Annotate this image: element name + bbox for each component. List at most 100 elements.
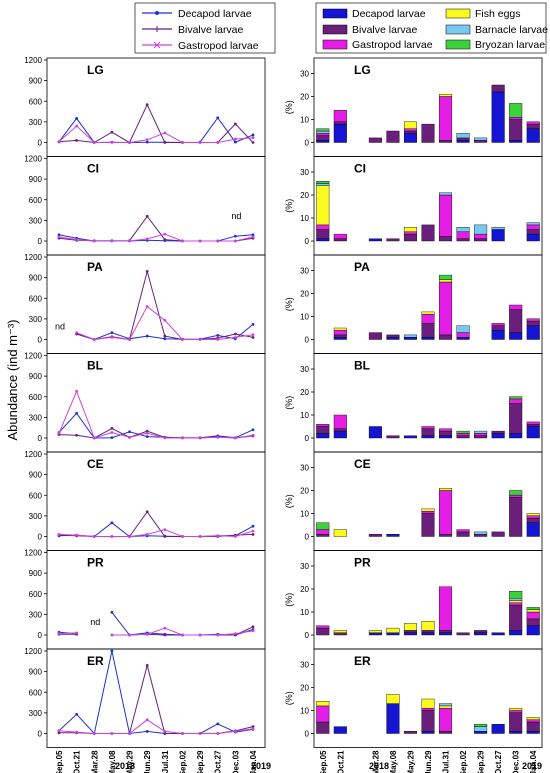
site-label: ER bbox=[87, 654, 104, 668]
data-point bbox=[233, 436, 237, 440]
data-point bbox=[251, 625, 255, 629]
bar-segment bbox=[403, 226, 417, 232]
data-point bbox=[128, 435, 131, 439]
data-point bbox=[57, 632, 61, 636]
data-point bbox=[57, 235, 61, 239]
pct-axis-label: (%) bbox=[284, 691, 294, 705]
bar-segment bbox=[403, 233, 417, 242]
data-point bbox=[233, 122, 237, 126]
bar-segment bbox=[333, 233, 347, 239]
bar-segment bbox=[403, 630, 417, 633]
bar-segment bbox=[333, 327, 347, 331]
data-point bbox=[75, 331, 79, 335]
data-point bbox=[110, 331, 114, 335]
bar-legend: Decapod larvae Bivalve larvae Gastropod … bbox=[315, 2, 548, 54]
data-point bbox=[110, 649, 114, 653]
pct-tick-label: 30 bbox=[300, 70, 309, 79]
legend-bivalve-line: Bivalve larvae bbox=[178, 24, 244, 36]
bar-segment bbox=[386, 238, 400, 242]
bar-segment bbox=[421, 435, 435, 439]
data-point bbox=[110, 336, 114, 339]
data-point bbox=[110, 436, 114, 440]
x-tick-label-left: Sep.05 bbox=[55, 750, 64, 773]
y-tick-label: 0 bbox=[38, 336, 43, 345]
x-tick-label-right: Mar.28 bbox=[371, 750, 380, 773]
data-point bbox=[75, 631, 79, 635]
series-line-gastropod-larvae bbox=[58, 389, 254, 439]
bar-segment bbox=[421, 311, 435, 315]
bar-segment bbox=[403, 731, 417, 734]
data-point bbox=[128, 732, 131, 735]
bar-segment bbox=[526, 128, 540, 143]
data-point bbox=[163, 626, 167, 630]
bar-segment bbox=[474, 724, 488, 727]
site-label: CI bbox=[354, 162, 366, 176]
bar-segment bbox=[526, 421, 540, 425]
pct-tick-label: 0 bbox=[305, 533, 310, 542]
bar-segment bbox=[421, 337, 435, 340]
data-point bbox=[57, 140, 61, 144]
bar-segment bbox=[386, 627, 400, 633]
bar-segment bbox=[333, 123, 347, 143]
x-tick-label-left: Sep.29 bbox=[196, 750, 205, 773]
data-point bbox=[163, 232, 167, 236]
data-point bbox=[75, 139, 79, 142]
pct-tick-label: 10 bbox=[300, 214, 309, 223]
x-tick-label-left: Mar.28 bbox=[90, 750, 99, 773]
data-point bbox=[92, 732, 96, 735]
bar-segment bbox=[439, 139, 453, 143]
bar-segment bbox=[509, 731, 523, 734]
bar-segment bbox=[491, 229, 505, 242]
data-point bbox=[251, 133, 255, 137]
data-point bbox=[251, 428, 255, 432]
data-point bbox=[145, 237, 149, 241]
bar-segment bbox=[509, 116, 523, 120]
bar-segment bbox=[509, 139, 523, 143]
bar-segment bbox=[509, 710, 523, 713]
bar-segment bbox=[333, 414, 347, 430]
y-tick-label: 300 bbox=[29, 709, 43, 718]
data-point bbox=[181, 633, 184, 637]
data-point bbox=[145, 429, 149, 433]
bar-segment bbox=[386, 694, 400, 704]
legend-decapod-line: Decapod larvae bbox=[178, 8, 252, 20]
site-label: BL bbox=[354, 359, 370, 373]
pct-axis-label: (%) bbox=[284, 593, 294, 607]
bar-segment bbox=[333, 238, 347, 242]
data-point bbox=[145, 510, 149, 514]
series-line-gastropod-larvae bbox=[58, 719, 254, 734]
x-tick-label-left: Jul.31 bbox=[161, 750, 170, 773]
pct-tick-label: 30 bbox=[300, 365, 309, 374]
bar-segment bbox=[439, 534, 453, 537]
bar-segment bbox=[368, 426, 382, 439]
bar-segment bbox=[456, 139, 470, 143]
pct-tick-label: 0 bbox=[305, 631, 310, 640]
bar-segment bbox=[491, 325, 505, 331]
data-point bbox=[233, 137, 237, 141]
y-tick-label: 600 bbox=[29, 688, 43, 697]
y-tick-label: 600 bbox=[29, 590, 43, 599]
data-point bbox=[92, 338, 96, 341]
bar-segment bbox=[509, 433, 523, 439]
data-point bbox=[145, 334, 149, 338]
x-tick-label-right: Oct.21 bbox=[336, 750, 345, 773]
bar-segment bbox=[333, 330, 347, 336]
x-tick-label-right: Sep.05 bbox=[319, 750, 328, 773]
bar-segment bbox=[474, 632, 488, 636]
bar-segment bbox=[316, 183, 330, 186]
pct-tick-label: 0 bbox=[305, 336, 310, 345]
data-point bbox=[75, 411, 79, 415]
data-point bbox=[110, 130, 114, 134]
bar-segment bbox=[474, 726, 488, 732]
pct-axis-label: (%) bbox=[284, 199, 294, 213]
bar-segment bbox=[316, 130, 330, 134]
data-point bbox=[145, 664, 149, 667]
pct-axis-label: (%) bbox=[284, 100, 294, 114]
bar-segment bbox=[439, 435, 453, 439]
line-legend: Decapod larvae Bivalve larvae Gastropod … bbox=[134, 2, 276, 54]
y-tick-label: 300 bbox=[29, 118, 43, 127]
data-point bbox=[216, 333, 220, 337]
bar-segment bbox=[491, 91, 505, 143]
y-tick-label: 1200 bbox=[24, 450, 42, 459]
bar-segment bbox=[509, 708, 523, 711]
